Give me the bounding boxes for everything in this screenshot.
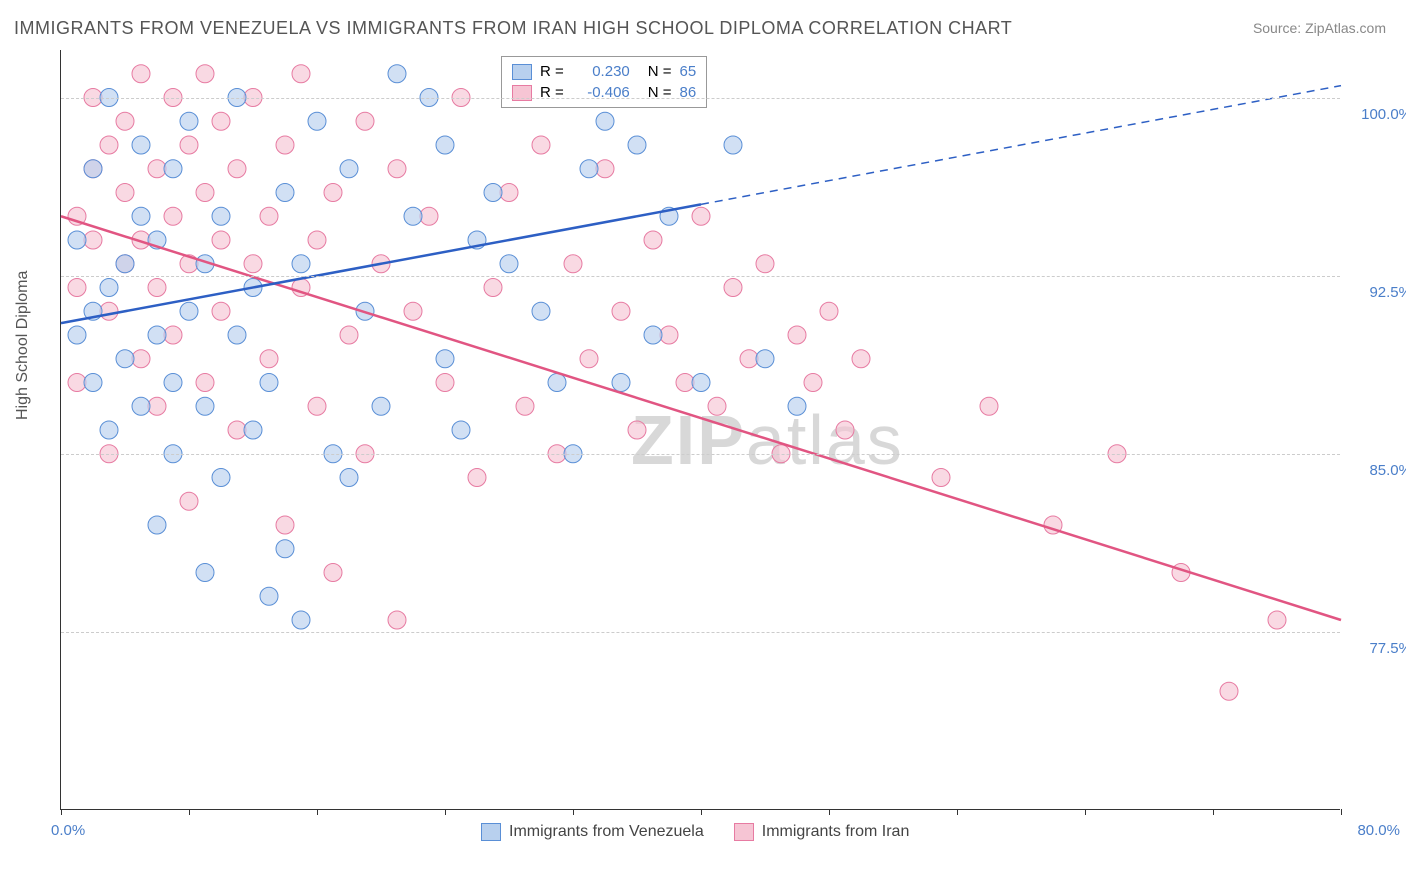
r1-value: 0.230 — [572, 63, 630, 80]
x-tick — [573, 809, 574, 815]
x-tick — [701, 809, 702, 815]
n-label: N = — [648, 63, 672, 80]
legend-stats: R = 0.230 N = 65 R = -0.406 N = 86 — [501, 56, 707, 108]
series1-label: Immigrants from Venezuela — [509, 823, 704, 841]
y-axis-label: High School Diploma — [14, 271, 32, 420]
series1-swatch — [481, 823, 501, 841]
legend-item-1: Immigrants from Venezuela — [481, 823, 704, 841]
y-tick-label: 85.0% — [1369, 462, 1406, 479]
x-tick — [445, 809, 446, 815]
x-tick — [1213, 809, 1214, 815]
x-max-label: 80.0% — [1357, 822, 1400, 839]
x-tick — [957, 809, 958, 815]
series2-swatch — [734, 823, 754, 841]
legend-item-2: Immigrants from Iran — [734, 823, 910, 841]
x-tick — [829, 809, 830, 815]
n1-value: 65 — [680, 63, 697, 80]
y-tick-label: 77.5% — [1369, 640, 1406, 657]
series1-swatch — [512, 64, 532, 80]
gridline — [61, 632, 1340, 633]
chart-title: IMMIGRANTS FROM VENEZUELA VS IMMIGRANTS … — [14, 18, 1012, 39]
x-tick — [1341, 809, 1342, 815]
series2-label: Immigrants from Iran — [762, 823, 910, 841]
x-tick — [189, 809, 190, 815]
gridline — [61, 276, 1340, 277]
r-label: R = — [540, 63, 564, 80]
x-tick — [317, 809, 318, 815]
legend-series: Immigrants from Venezuela Immigrants fro… — [481, 823, 909, 841]
y-tick-label: 100.0% — [1361, 106, 1406, 123]
y-tick-label: 92.5% — [1369, 284, 1406, 301]
legend-stats-row-1: R = 0.230 N = 65 — [512, 61, 696, 82]
gridline — [61, 454, 1340, 455]
x-tick — [61, 809, 62, 815]
legend-stats-row-2: R = -0.406 N = 86 — [512, 82, 696, 103]
gridline — [61, 98, 1340, 99]
source-attribution: Source: ZipAtlas.com — [1253, 20, 1386, 36]
x-min-label: 0.0% — [51, 822, 85, 839]
plot-area: ZIPatlas R = 0.230 N = 65 R = -0.406 N =… — [60, 50, 1340, 810]
x-tick — [1085, 809, 1086, 815]
chart-svg — [61, 50, 1340, 809]
